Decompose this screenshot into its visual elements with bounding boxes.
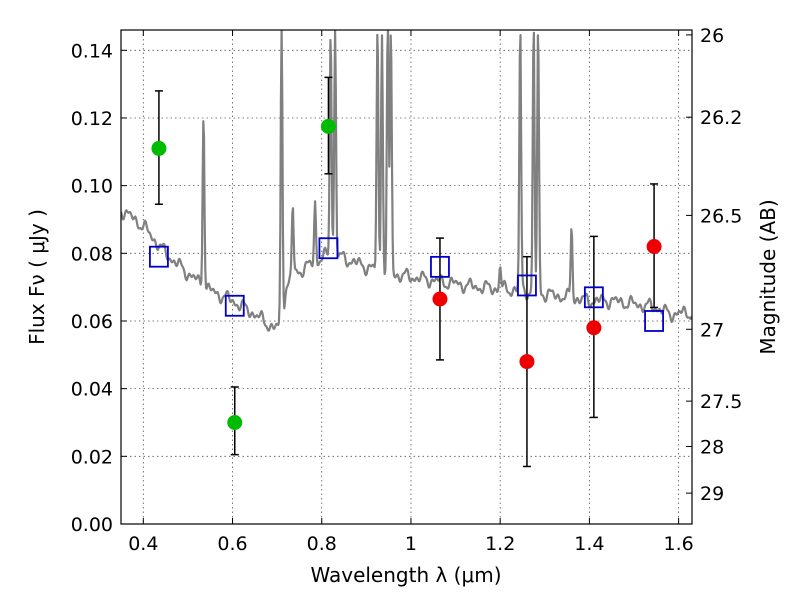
model-point (224, 294, 245, 317)
model-point (517, 274, 537, 297)
spectrum-layer (121, 30, 692, 332)
y-tick-label: 0.04 (71, 379, 113, 401)
magnitude-tick-label: 27.5 (700, 391, 742, 413)
magnitude-tick-label: 26.5 (700, 205, 742, 227)
y-axis-title: Flux Fν ( μJy ) (25, 209, 49, 345)
y-tick-label: 0.14 (71, 40, 113, 62)
magnitude-axis-title: Magnitude (AB) (756, 199, 780, 354)
magnitude-tick-label: 26 (700, 25, 724, 47)
nondetection-point (586, 320, 602, 336)
magnitude-tick-label: 26.2 (700, 107, 742, 129)
x-tick-label: 0.8 (307, 533, 337, 555)
model-point (318, 237, 339, 260)
detection-point (227, 414, 243, 430)
x-tick-label: 1.2 (485, 533, 515, 555)
nondetection-point (432, 291, 448, 307)
y-tick-label: 0.02 (71, 446, 113, 468)
model-point (430, 255, 450, 278)
y-tick-label: 0.12 (71, 108, 113, 130)
nondetection-point (646, 239, 662, 255)
y-tick-label: 0.06 (71, 311, 113, 333)
model-point (644, 310, 664, 332)
x-tick-label: 0.4 (128, 533, 158, 555)
y-axis-ticks: 0.00 0.02 0.04 0.06 0.08 0.10 0.12 0.14 (71, 40, 127, 536)
plot-frame (120, 29, 693, 525)
data-marks (149, 76, 664, 468)
x-tick-label: 1.6 (664, 533, 694, 555)
y-tick-label: 0.08 (71, 243, 113, 265)
nondetection-point (519, 354, 535, 370)
detection-point (320, 118, 336, 134)
x-axis-ticks: 0.4 0.6 0.8 1 1.2 1.4 1.6 (128, 30, 694, 555)
magnitude-tick-label: 29 (700, 483, 724, 505)
model-point (149, 245, 169, 268)
x-tick-label: 1.4 (574, 533, 604, 555)
x-tick-label: 1 (405, 533, 417, 555)
x-tick-label: 0.6 (217, 533, 247, 555)
y-tick-label: 0.00 (71, 514, 113, 536)
y-tick-label: 0.10 (71, 176, 113, 198)
model-point (583, 286, 604, 309)
spectrum-line (121, 30, 692, 332)
magnitude-axis-ticks: 26 26.2 26.5 27 27.5 28 29 (686, 25, 742, 505)
detection-point (151, 140, 167, 156)
magnitude-tick-label: 28 (700, 436, 724, 458)
magnitude-tick-label: 27 (700, 319, 724, 341)
x-axis-title: Wavelength λ (μm) (310, 563, 501, 587)
